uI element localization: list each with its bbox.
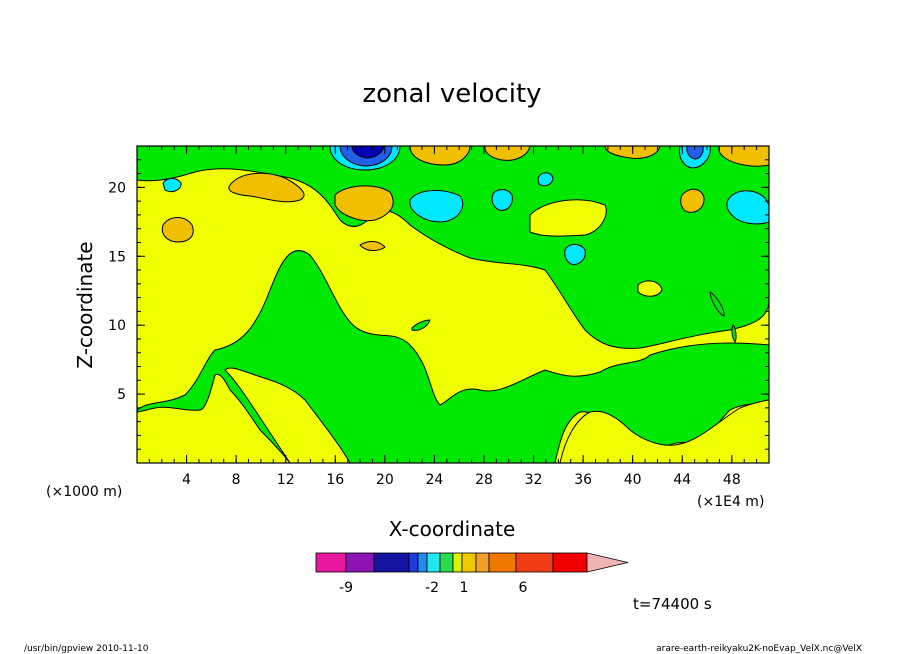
x-tick-label: 8 (232, 472, 241, 488)
x-tick-label: 20 (376, 472, 394, 488)
colorbar-label: 1 (460, 580, 469, 596)
x-tick-label: 4 (182, 472, 191, 488)
orange-patch (161, 217, 194, 243)
source-label: arare-earth-reikyaku2K-noEvap_VelX.nc@Ve… (656, 644, 862, 654)
yellow-spot (637, 280, 663, 297)
colorbar-label: 6 (519, 580, 528, 596)
x-unit-right: (×1E4 m) (697, 494, 764, 510)
yellow-pocket-bottom-right (559, 399, 769, 463)
green-spot (411, 319, 431, 331)
x-tick-label: 40 (624, 472, 642, 488)
orange-patch (680, 188, 705, 213)
colorbar-segment (452, 552, 463, 573)
colorbar-segment (408, 552, 419, 573)
x-tick-label: 32 (525, 472, 543, 488)
colorbar-segment (475, 552, 490, 573)
orange-patch (228, 172, 305, 203)
y-tick-label: 15 (108, 249, 126, 265)
yellow-pocket-bottom-left (224, 367, 351, 463)
x-tick-label: 24 (425, 472, 443, 488)
colorbar-segment (439, 552, 454, 573)
colorbar-segment (461, 552, 477, 573)
x-axis: 4 8 12 16 20 24 28 32 36 40 44 48 (148, 146, 758, 488)
time-label: t=74400 s (633, 595, 712, 613)
x-tick-label: 16 (326, 472, 344, 488)
cyan-patch (726, 190, 769, 225)
y-tick-label: 10 (108, 318, 126, 334)
colorbar-segment (552, 552, 588, 573)
blue-core (686, 146, 704, 160)
cyan-patch (564, 243, 586, 265)
x-axis-label: X-coordinate (389, 517, 516, 541)
orange-patch (359, 241, 386, 251)
x-tick-label: 44 (673, 472, 691, 488)
y-tick-label: 20 (108, 180, 126, 196)
cyan-patch (491, 189, 513, 211)
cyan-patch (162, 178, 182, 193)
colorbar-segment (345, 552, 375, 573)
cyan-patch (537, 172, 554, 187)
y-axis: 5 10 15 20 (108, 159, 769, 450)
colorbar-label: -9 (339, 580, 353, 596)
orange-patch (334, 185, 394, 222)
orange-patch (409, 146, 471, 166)
x-tick-label: 12 (277, 472, 295, 488)
plot-frame (136, 145, 770, 464)
colorbar (315, 552, 629, 573)
x-tick-label: 36 (574, 472, 592, 488)
contour-field (137, 146, 769, 463)
colorbar-labels: -9 -2 1 6 (339, 580, 528, 596)
colorbar-segment (515, 552, 554, 573)
chart-title: zonal velocity (362, 79, 541, 109)
cyan-patch (409, 190, 464, 223)
colorbar-label: -2 (425, 580, 439, 596)
program-label: /usr/bin/gpview 2010-11-10 (24, 644, 149, 654)
colorbar-arrow (586, 552, 629, 573)
colorbar-segment (373, 552, 410, 573)
green-spot (709, 291, 725, 317)
colorbar-segment (488, 552, 517, 573)
colorbar-segment (426, 552, 441, 573)
x-unit-left: (×1000 m) (46, 484, 122, 500)
colorbar-segment (315, 552, 347, 573)
y-tick-label: 5 (117, 387, 126, 403)
green-spot (731, 324, 737, 343)
yellow-spot (529, 199, 607, 237)
x-tick-label: 48 (723, 472, 741, 488)
y-axis-label: Z-coordinate (73, 241, 97, 368)
colorbar-segment (417, 552, 428, 573)
x-tick-label: 28 (475, 472, 493, 488)
